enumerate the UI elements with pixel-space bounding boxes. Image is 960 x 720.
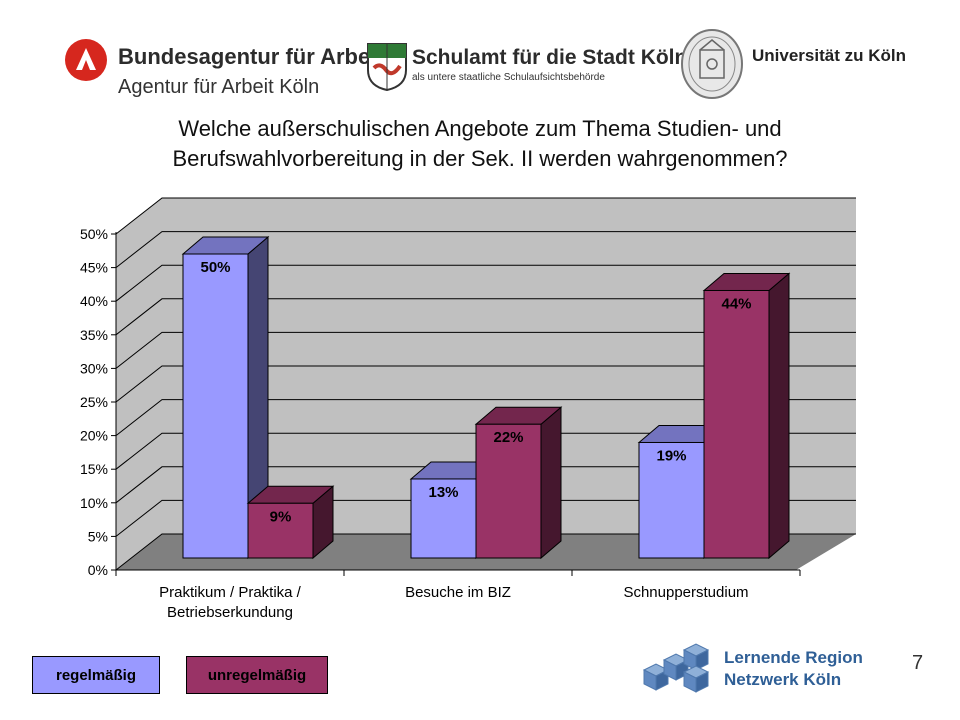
data-label: 44% xyxy=(721,295,751,312)
bar-regelmaessig xyxy=(638,441,705,559)
data-label: 22% xyxy=(493,429,523,446)
y-tick-label: 45% xyxy=(80,260,108,276)
page-number: 7 xyxy=(912,652,924,674)
y-tick-label: 20% xyxy=(80,428,108,444)
gridline xyxy=(115,432,856,470)
nrw-crest-icon xyxy=(367,43,407,92)
agentur-koeln-name: Agentur für Arbeit Köln xyxy=(118,76,320,98)
y-tick-label: 5% xyxy=(88,528,108,544)
chart-title-line-2: Berufswahlvorbereitung in der Sek. II we… xyxy=(172,146,788,171)
y-tick-label: 30% xyxy=(80,360,108,376)
data-label: 9% xyxy=(270,508,292,525)
y-tick-label: 25% xyxy=(80,394,108,410)
gridline xyxy=(115,533,856,571)
y-tick-label: 15% xyxy=(80,461,108,477)
x-category-label: Schnupperstudium xyxy=(623,584,748,601)
lernende-region-cubes-icon xyxy=(642,643,710,693)
data-label: 13% xyxy=(428,484,458,501)
lernende-region-line-2: Netzwerk Köln xyxy=(724,670,842,689)
data-label: 19% xyxy=(656,447,686,464)
y-tick-label: 0% xyxy=(88,562,108,578)
university-name: Universität zu Köln xyxy=(752,46,906,65)
bar-unregelmaessig xyxy=(703,289,770,559)
legend-unregelmaessig: unregelmäßig xyxy=(186,656,328,694)
y-tick-label: 10% xyxy=(80,495,108,511)
legend-label-regelmaessig: regelmäßig xyxy=(55,666,137,684)
chart-title-line-1: Welche außerschulischen Angebote zum The… xyxy=(178,116,782,141)
bar-side xyxy=(540,406,562,560)
bar-regelmaessig xyxy=(410,478,477,559)
gridline xyxy=(115,331,856,369)
university-seal-icon xyxy=(681,29,743,99)
bar-unregelmaessig xyxy=(475,423,542,559)
bar-side xyxy=(768,272,790,560)
bar-unregelmaessig xyxy=(247,502,314,559)
x-category-label: Praktikum / Praktika / xyxy=(159,584,302,601)
schulamt-name: Schulamt für die Stadt Köln xyxy=(412,46,688,69)
y-tick-label: 40% xyxy=(80,293,108,309)
x-category-label: Betriebserkundung xyxy=(167,604,293,621)
bundesagentur-logo-icon xyxy=(65,39,107,81)
gridline xyxy=(115,298,856,336)
gridline xyxy=(115,466,856,504)
gridline xyxy=(115,197,856,235)
chart-title: Welche außerschulischen Angebote zum The… xyxy=(40,114,920,174)
y-tick-label: 35% xyxy=(80,327,108,343)
data-label: 50% xyxy=(200,259,230,276)
legend-label-unregelmaessig: unregelmäßig xyxy=(207,666,307,684)
x-category-label: Besuche im BIZ xyxy=(405,584,511,601)
lernende-region-line-1: Lernende Region xyxy=(724,648,863,667)
bundesagentur-name: Bundesagentur für Arbeit xyxy=(118,44,384,69)
gridline xyxy=(115,264,856,302)
schulamt-subtitle: als untere staatliche Schulaufsichtsbehö… xyxy=(412,72,605,83)
gridline xyxy=(115,499,856,537)
gridline xyxy=(115,365,856,403)
bar-regelmaessig xyxy=(182,253,249,559)
logo-header: Bundesagentur für Arbeit Agentur für Arb… xyxy=(0,0,960,110)
y-tick-label: 50% xyxy=(80,226,108,242)
gridline xyxy=(115,231,856,268)
legend-regelmaessig: regelmäßig xyxy=(32,656,160,694)
gridline xyxy=(115,399,856,436)
